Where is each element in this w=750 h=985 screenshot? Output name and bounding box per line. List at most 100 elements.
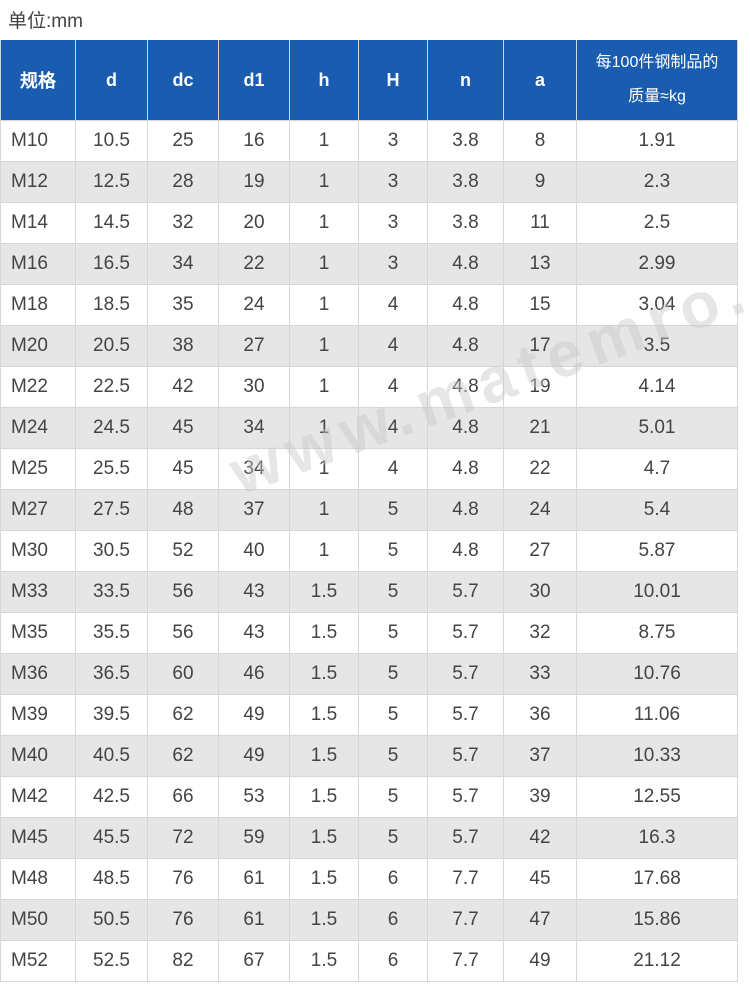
cell-spec: M42 — [0, 776, 76, 818]
cell-d1: 43 — [218, 612, 290, 654]
cell-d: 16.5 — [75, 243, 148, 285]
cell-a: 24 — [503, 489, 577, 531]
cell-h: 1.5 — [289, 571, 359, 613]
cell-dc: 38 — [147, 325, 219, 367]
cell-d: 18.5 — [75, 284, 148, 326]
cell-h: 1.5 — [289, 817, 359, 859]
cell-dc: 48 — [147, 489, 219, 531]
cell-dc: 82 — [147, 940, 219, 982]
cell-dc: 52 — [147, 530, 219, 572]
cell-d1: 37 — [218, 489, 290, 531]
cell-dc: 25 — [147, 120, 219, 162]
cell-weight: 2.5 — [576, 202, 738, 244]
cell-n: 5.7 — [427, 694, 504, 736]
cell-a: 22 — [503, 448, 577, 490]
cell-weight: 3.5 — [576, 325, 738, 367]
cell-h: 1.5 — [289, 899, 359, 941]
cell-n: 5.7 — [427, 653, 504, 695]
cell-d: 48.5 — [75, 858, 148, 900]
cell-weight: 15.86 — [576, 899, 738, 941]
cell-dc: 35 — [147, 284, 219, 326]
cell-d: 45.5 — [75, 817, 148, 859]
cell-weight: 5.87 — [576, 530, 738, 572]
cell-n: 5.7 — [427, 776, 504, 818]
cell-H: 5 — [358, 489, 428, 531]
cell-d: 39.5 — [75, 694, 148, 736]
cell-d1: 49 — [218, 735, 290, 777]
cell-dc: 56 — [147, 612, 219, 654]
cell-weight: 12.55 — [576, 776, 738, 818]
cell-h: 1 — [289, 448, 359, 490]
cell-H: 3 — [358, 202, 428, 244]
table-row: M22 22.5 42 30 1 4 4.8 19 4.14 — [0, 366, 738, 408]
cell-spec: M52 — [0, 940, 76, 982]
cell-n: 4.8 — [427, 366, 504, 408]
table-row: M48 48.5 76 61 1.5 6 7.7 45 17.68 — [0, 858, 738, 900]
cell-d1: 20 — [218, 202, 290, 244]
cell-a: 13 — [503, 243, 577, 285]
table-row: M27 27.5 48 37 1 5 4.8 24 5.4 — [0, 489, 738, 531]
cell-dc: 76 — [147, 858, 219, 900]
table-row: M35 35.5 56 43 1.5 5 5.7 32 8.75 — [0, 612, 738, 654]
cell-H: 6 — [358, 940, 428, 982]
table-row: M50 50.5 76 61 1.5 6 7.7 47 15.86 — [0, 899, 738, 941]
cell-weight: 17.68 — [576, 858, 738, 900]
cell-h: 1 — [289, 202, 359, 244]
cell-weight: 10.33 — [576, 735, 738, 777]
cell-dc: 32 — [147, 202, 219, 244]
table-body: M10 10.5 25 16 1 3 3.8 8 1.91 M12 12.5 28 19 1 3 3.8 9 2.… — [0, 120, 738, 982]
cell-H: 5 — [358, 530, 428, 572]
cell-h: 1.5 — [289, 612, 359, 654]
cell-dc: 34 — [147, 243, 219, 285]
cell-dc: 76 — [147, 899, 219, 941]
unit-label: 单位:mm — [8, 11, 83, 32]
cell-d1: 49 — [218, 694, 290, 736]
cell-d: 27.5 — [75, 489, 148, 531]
cell-d: 52.5 — [75, 940, 148, 982]
cell-d: 12.5 — [75, 161, 148, 203]
cell-dc: 42 — [147, 366, 219, 408]
cell-a: 45 — [503, 858, 577, 900]
cell-d: 35.5 — [75, 612, 148, 654]
cell-H: 5 — [358, 612, 428, 654]
cell-weight: 21.12 — [576, 940, 738, 982]
cell-n: 3.8 — [427, 161, 504, 203]
cell-d1: 61 — [218, 899, 290, 941]
cell-a: 32 — [503, 612, 577, 654]
table-row: M33 33.5 56 43 1.5 5 5.7 30 10.01 — [0, 571, 738, 613]
cell-spec: M39 — [0, 694, 76, 736]
cell-n: 4.8 — [427, 407, 504, 449]
cell-h: 1.5 — [289, 653, 359, 695]
cell-spec: M12 — [0, 161, 76, 203]
cell-a: 19 — [503, 366, 577, 408]
table-row: M42 42.5 66 53 1.5 5 5.7 39 12.55 — [0, 776, 738, 818]
header-spec: 规格 — [0, 40, 76, 121]
cell-n: 7.7 — [427, 899, 504, 941]
cell-d: 20.5 — [75, 325, 148, 367]
cell-a: 42 — [503, 817, 577, 859]
cell-n: 7.7 — [427, 940, 504, 982]
cell-a: 30 — [503, 571, 577, 613]
cell-weight: 4.14 — [576, 366, 738, 408]
cell-H: 5 — [358, 653, 428, 695]
cell-n: 4.8 — [427, 448, 504, 490]
cell-d1: 46 — [218, 653, 290, 695]
header-h: h — [289, 40, 359, 121]
cell-d: 30.5 — [75, 530, 148, 572]
cell-dc: 45 — [147, 407, 219, 449]
table-header-row: 规格 d dc d1 h H n a 每100件钢制品的 质量≈kg — [0, 40, 738, 121]
cell-h: 1 — [289, 120, 359, 162]
cell-spec: M22 — [0, 366, 76, 408]
cell-spec: M35 — [0, 612, 76, 654]
cell-spec: M20 — [0, 325, 76, 367]
header-weight: 每100件钢制品的 质量≈kg — [576, 40, 738, 121]
cell-spec: M27 — [0, 489, 76, 531]
cell-d: 24.5 — [75, 407, 148, 449]
cell-h: 1.5 — [289, 776, 359, 818]
header-n: n — [427, 40, 504, 121]
cell-h: 1 — [289, 530, 359, 572]
cell-H: 6 — [358, 899, 428, 941]
cell-H: 4 — [358, 407, 428, 449]
cell-d1: 24 — [218, 284, 290, 326]
cell-d1: 59 — [218, 817, 290, 859]
